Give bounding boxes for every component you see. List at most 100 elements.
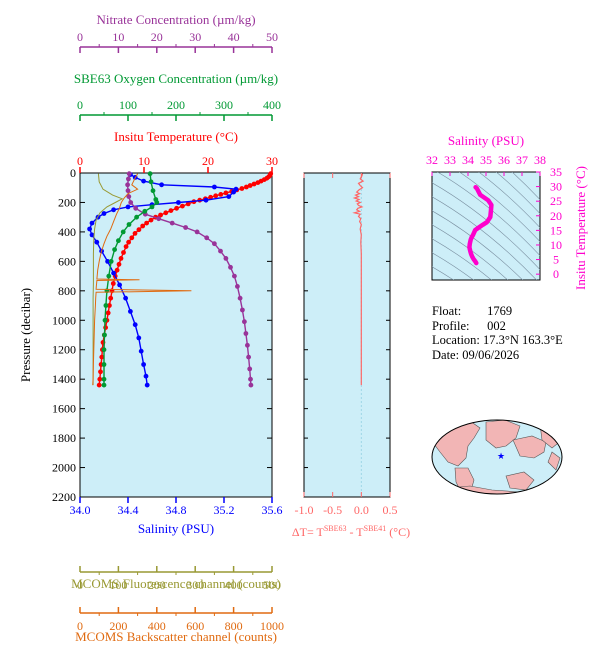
map-outline	[431, 419, 563, 495]
map-landmass	[512, 435, 547, 459]
ts-y-tick-label: 0	[553, 267, 559, 281]
salinity-point	[136, 335, 142, 341]
salinity-point	[141, 178, 147, 184]
map-landmass	[485, 420, 521, 449]
temperature-point	[132, 231, 138, 236]
oxygen-point	[103, 303, 109, 308]
oxygen-point	[102, 332, 107, 338]
nitrate-point	[237, 295, 243, 301]
world-map: ★	[431, 419, 563, 495]
ts-isopycnal	[432, 224, 509, 280]
temperature-point	[114, 267, 120, 273]
ts-x-tick-label: 34	[462, 153, 474, 167]
delta-t-line	[352, 173, 365, 386]
map-landmass	[547, 451, 561, 471]
fluorescence-line	[92, 173, 124, 386]
date-label: Date:	[432, 347, 460, 362]
dt-axis-title-part: - T	[347, 525, 365, 539]
salinity-point	[159, 182, 165, 188]
nitrate-point	[169, 220, 175, 226]
temperature-point	[110, 281, 116, 286]
ts-background	[431, 171, 541, 281]
ts-y-axis-title: Insitu Temperature (°C)	[573, 166, 588, 290]
backscatter-tick-label: 600	[186, 619, 204, 633]
temperature-point	[126, 239, 131, 245]
temperature-point	[180, 203, 185, 209]
salinity-tick-label: 34.4	[118, 503, 139, 517]
dt-x-tick-label: 0.0	[354, 503, 369, 517]
ts-x-tick-label: 36	[498, 153, 510, 167]
temperature-point	[223, 190, 229, 196]
fluorescence-tick-label: 0	[77, 578, 83, 592]
float-value: 1769	[487, 304, 513, 318]
ts-isopycnal	[432, 196, 537, 280]
ts-title: Salinity (PSU)	[448, 133, 524, 148]
temperature-point	[213, 193, 219, 199]
oxygen-tick-label: 200	[167, 98, 185, 112]
salinity-point	[125, 204, 131, 210]
oxygen-point	[147, 171, 153, 177]
nitrate-point	[232, 273, 237, 279]
float-label: Float:	[432, 304, 462, 318]
nitrate-point	[223, 256, 229, 261]
salinity-point	[127, 309, 133, 314]
nitrate-point	[248, 382, 254, 388]
salinity-point	[203, 197, 209, 203]
oxygen-point	[106, 273, 112, 279]
temperature-tick-label: 20	[202, 154, 214, 168]
temperature-point	[116, 261, 122, 267]
salinity-tick-label: 34.8	[166, 503, 187, 517]
salinity-tick-label: 35.2	[214, 503, 235, 517]
temperature-point	[118, 256, 124, 261]
y-tick-label: 1400	[52, 372, 76, 386]
temperature-tick-label: 10	[138, 154, 150, 168]
nitrate-point	[128, 200, 134, 205]
float-row: Float: 1769	[432, 304, 563, 319]
ts-isopycnal	[432, 238, 492, 280]
dt-axis-title-part: SBE63	[324, 524, 347, 533]
nitrate-point	[247, 366, 253, 372]
date-value: 09/06/2026	[462, 347, 520, 362]
nitrate-tick-label: 50	[266, 30, 278, 44]
oxygen-tick-label: 400	[263, 98, 281, 112]
nitrate-point	[242, 319, 247, 325]
nitrate-point	[194, 229, 200, 235]
oxygen-tick-label: 100	[119, 98, 137, 112]
temperature-point	[103, 325, 108, 330]
oxygen-point	[116, 238, 121, 244]
temperature-point	[174, 205, 180, 211]
fluorescence-tick-label: 100	[109, 578, 127, 592]
y-axis-title: Pressure (decibar)	[18, 288, 33, 382]
oxygen-point	[149, 204, 155, 210]
location-label: Location:	[432, 333, 480, 347]
salinity-point	[141, 362, 147, 367]
temperature-point	[185, 201, 191, 207]
nitrate-point	[125, 176, 131, 182]
salinity-point	[144, 382, 150, 388]
temperature-point	[247, 183, 253, 188]
backscatter-tick-label: 1000	[260, 619, 284, 633]
dt-x-tick-label: -0.5	[323, 503, 342, 517]
ts-diagram-plot: 32 33 34 35 36 37 38 Salinity (PSU) 051015202530…	[426, 133, 588, 290]
oxygen-point	[112, 247, 117, 253]
oxygen-point	[120, 229, 126, 235]
fluorescence-tick-label: 400	[225, 578, 243, 592]
nitrate-point	[126, 194, 132, 200]
ts-curve	[467, 184, 494, 266]
dt-axis-title-part: ΔT= T	[292, 525, 325, 539]
oxygen-point	[134, 214, 140, 220]
salinity-point	[87, 226, 92, 232]
temperature-point	[98, 369, 103, 375]
nitrate-tick-label: 40	[228, 30, 240, 44]
y-tick-label: 1800	[52, 431, 76, 445]
ts-y-tick-label: 35	[550, 165, 562, 179]
ts-y-tick-label: 30	[550, 180, 562, 194]
nitrate-point	[248, 376, 253, 382]
nitrate-point	[240, 307, 245, 313]
salinity-point	[89, 232, 95, 238]
nitrate-point	[125, 188, 131, 194]
oxygen-point	[101, 376, 107, 382]
salinity-point	[89, 220, 95, 226]
